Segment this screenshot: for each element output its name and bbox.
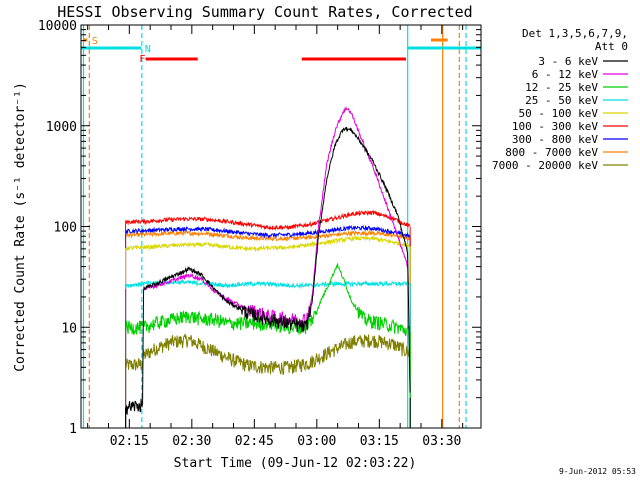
legend-label-2: 6 - 12 keV	[532, 68, 599, 81]
y-tick-label: 10000	[38, 19, 77, 34]
y-tick-label: 1	[69, 422, 77, 437]
series-2-trace	[143, 106, 408, 328]
series-9-trace	[125, 333, 411, 376]
legend-label-5: 50 - 100 keV	[519, 107, 599, 120]
legend-label-4: 25 - 50 keV	[525, 94, 598, 107]
y-tick-label: 1000	[46, 120, 77, 135]
series-5-trace	[125, 235, 411, 253]
legend-title-line-2: Att 0	[595, 40, 628, 53]
legend-label-6: 100 - 300 keV	[512, 120, 598, 133]
flag-label-s: S	[92, 36, 98, 47]
flag-label-f: F	[139, 54, 145, 65]
plot-area: S NF	[81, 25, 481, 428]
legend-label-3: 12 - 25 keV	[525, 81, 598, 94]
series-3-trace	[125, 263, 411, 339]
x-axis-label: Start Time (09-Jun-12 02:03:22)	[174, 456, 417, 471]
series-1-trace	[125, 126, 411, 415]
legend-label-8: 800 - 7000 keV	[505, 146, 598, 159]
series-6-trace	[125, 209, 411, 231]
series-4-trace	[125, 278, 411, 290]
legend-label-1: 3 - 6 keV	[538, 55, 598, 68]
y-tick-label: 100	[54, 221, 77, 236]
flag-label-n: N	[145, 44, 151, 55]
legend-label-9: 7000 - 20000 keV	[492, 159, 598, 172]
chart-title: HESSI Observing Summary Count Rates, Cor…	[57, 3, 472, 21]
y-tick-label: 10	[61, 321, 77, 336]
x-tick-label: 03:00	[297, 434, 336, 449]
x-tick-label: 03:30	[422, 434, 461, 449]
x-tick-label: 02:30	[172, 434, 211, 449]
legend-label-7: 300 - 800 keV	[512, 133, 598, 146]
x-tick-label: 02:45	[235, 434, 274, 449]
series-8-trace	[125, 229, 411, 242]
x-tick-label: 03:15	[360, 434, 399, 449]
axes: 1 10 100 1000 10000 02:15 02:30 02:45 03:00 03:15…	[38, 19, 482, 449]
y-axis-label: Corrected Count Rate (s⁻¹ detector⁻¹)	[13, 82, 28, 372]
series-7-trace	[125, 225, 411, 239]
x-tick-label: 02:15	[110, 434, 149, 449]
legend-title-line-1: Det 1,3,5,6,7,9,	[522, 27, 628, 40]
footer-date: 9-Jun-2012 05:53	[559, 467, 636, 476]
